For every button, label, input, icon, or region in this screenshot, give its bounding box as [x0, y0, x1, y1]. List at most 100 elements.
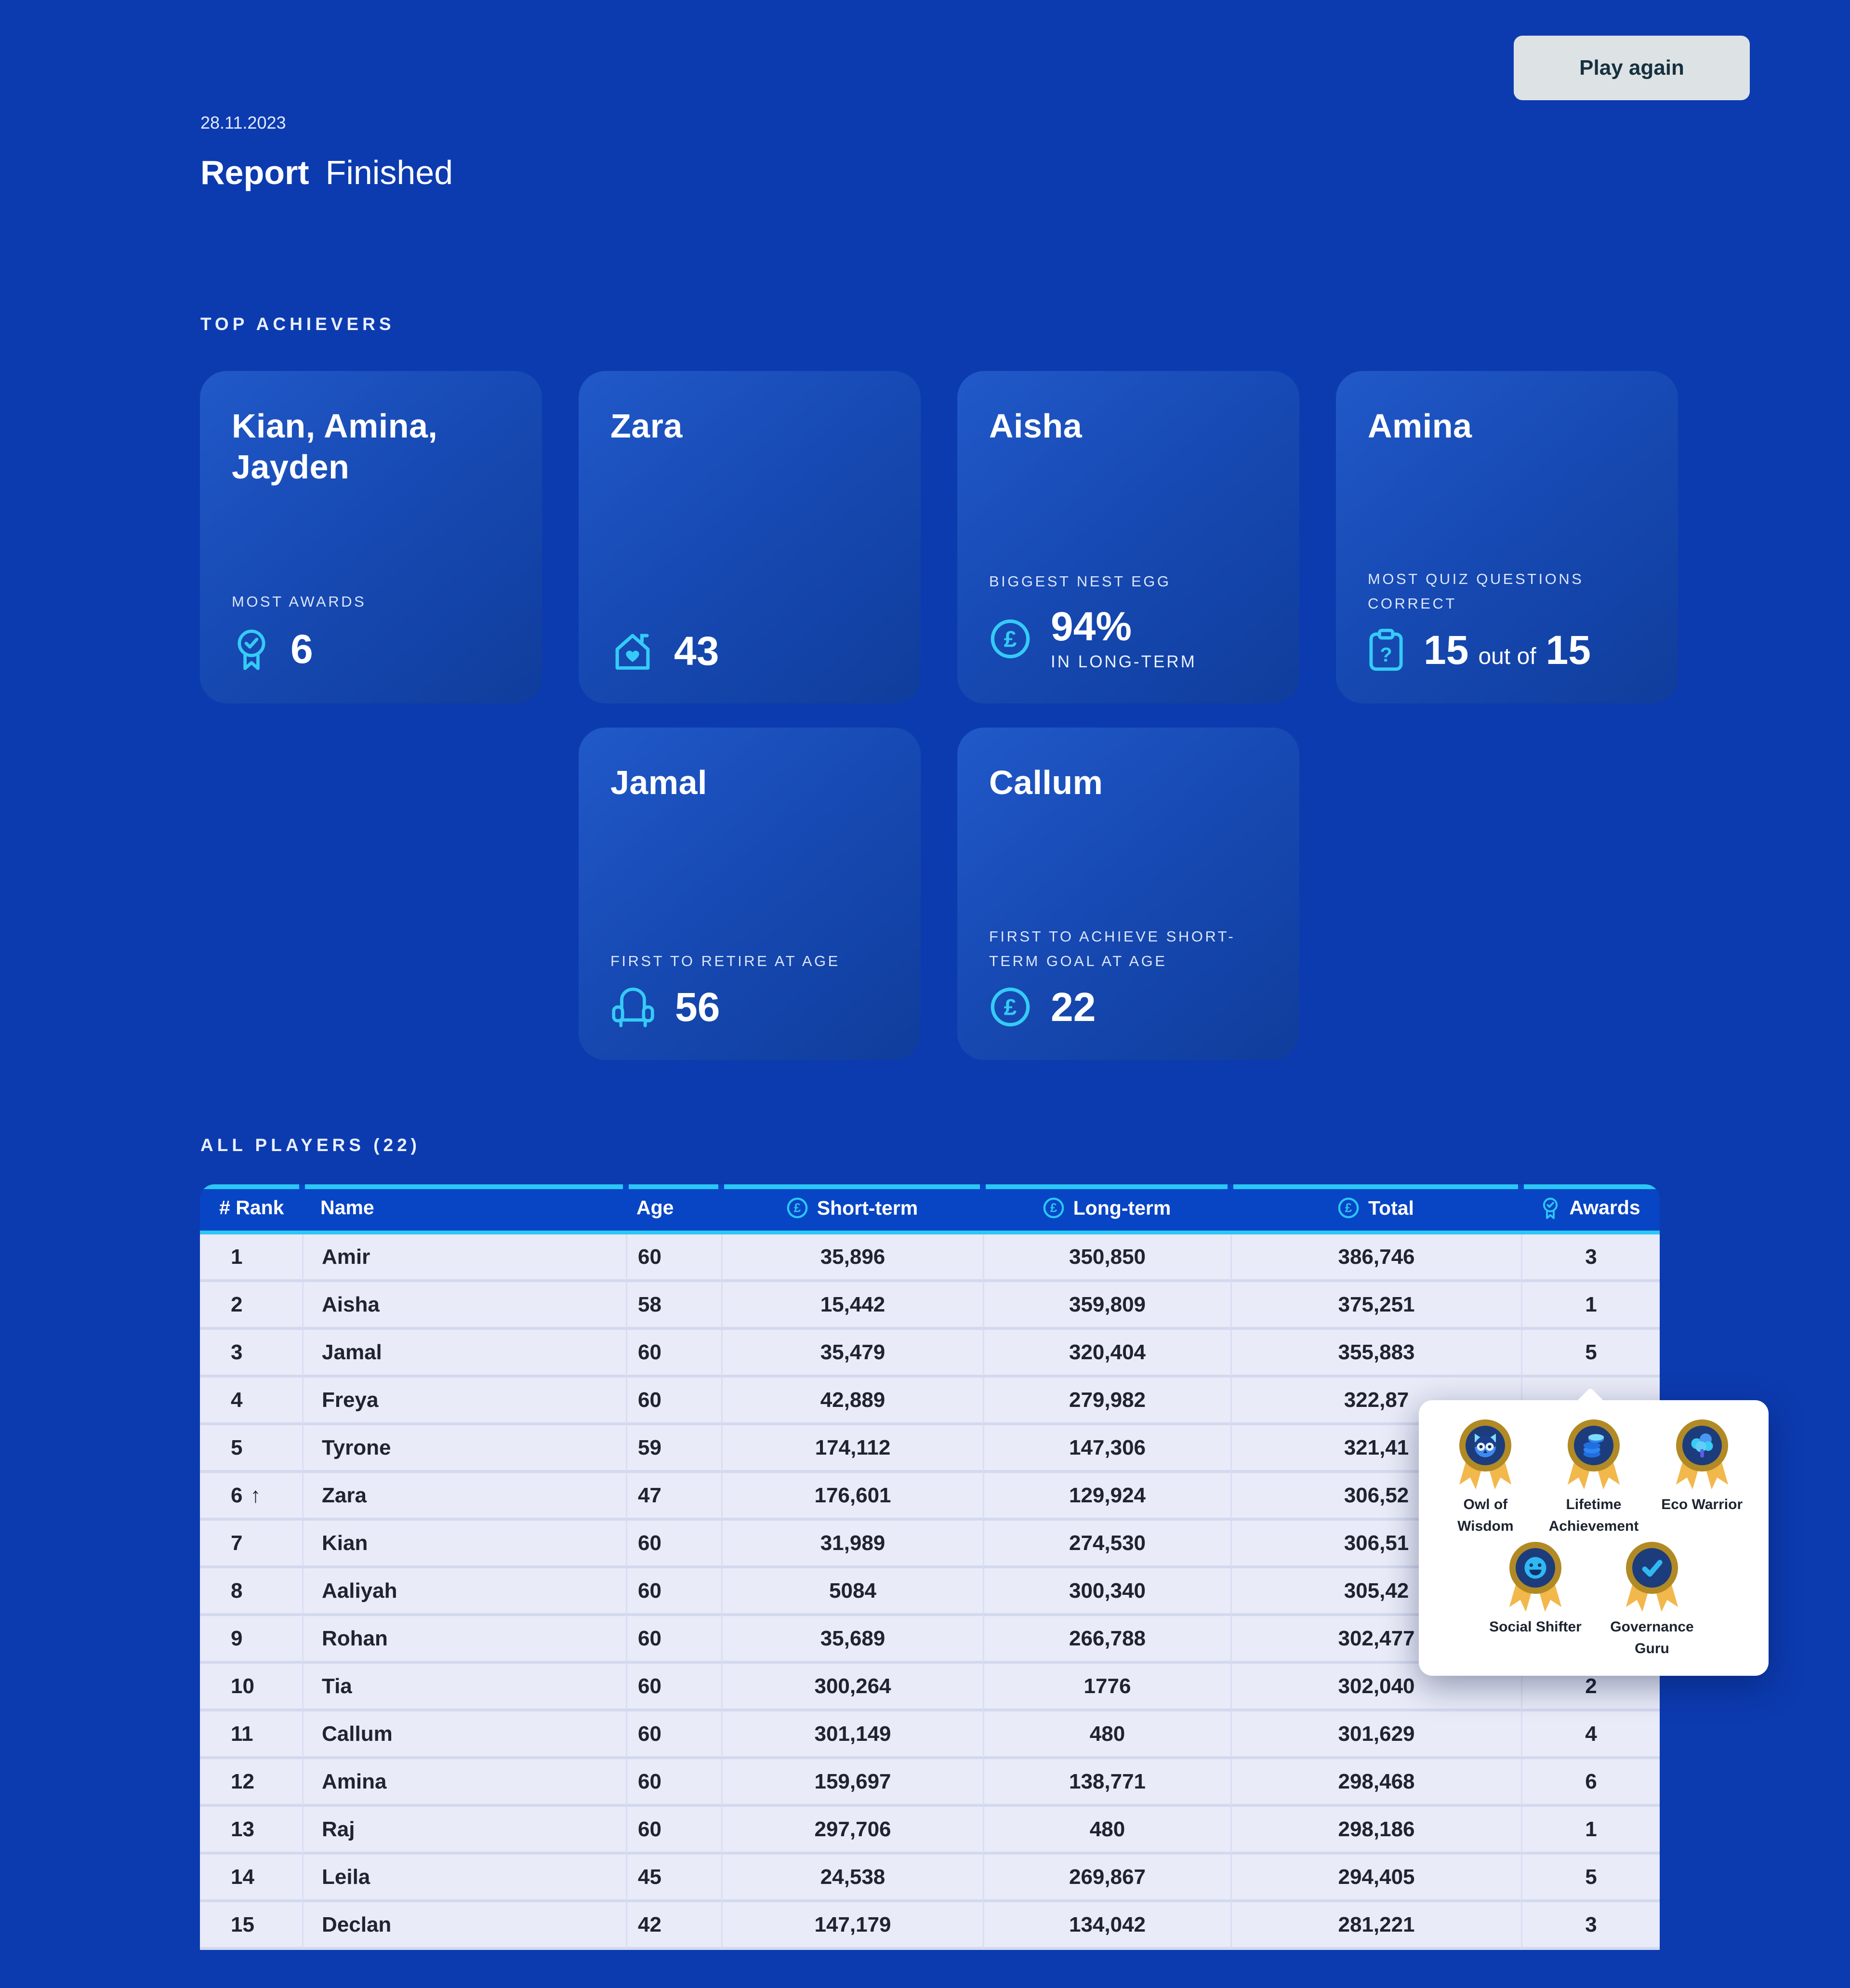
cell-long-term: 138,771: [983, 1759, 1230, 1807]
cell-short-term: 176,601: [721, 1473, 983, 1521]
cell-age: 60: [626, 1330, 721, 1378]
cell-age: 47: [626, 1473, 721, 1521]
cell-age: 60: [626, 1807, 721, 1855]
cell-rank: 2: [200, 1282, 302, 1330]
coins-badge-icon: [1565, 1419, 1623, 1492]
play-again-button[interactable]: Play again: [1514, 36, 1750, 100]
column-header-name: Name: [302, 1184, 626, 1234]
cell-short-term: 174,112: [721, 1425, 983, 1473]
award-badge-name: Owl of Wisdom: [1457, 1497, 1514, 1534]
achievement-value-caption: IN LONG-TERM: [1051, 652, 1197, 671]
cell-awards[interactable]: 3: [1521, 1234, 1660, 1282]
cell-rank: 9: [200, 1616, 302, 1664]
cell-awards[interactable]: 4: [1521, 1711, 1660, 1759]
table-header-row: # Rank Name Age £ Short-term £: [200, 1184, 1660, 1234]
cell-long-term: 147,306: [983, 1425, 1230, 1473]
cell-short-term: 159,697: [721, 1759, 983, 1807]
pound-coin-icon: £: [1043, 1197, 1065, 1219]
rank-up-arrow-icon: ↑: [250, 1483, 261, 1507]
pound-coin-icon: £: [989, 986, 1031, 1028]
award-badge-name: Governance Guru: [1610, 1619, 1694, 1657]
pound-coin-icon: £: [786, 1197, 808, 1219]
cell-name: Zara: [302, 1473, 626, 1521]
achiever-card: Aisha BIGGEST NEST EGG £94% IN LONG-TERM: [957, 371, 1299, 703]
achiever-card: Amina MOST QUIZ QUESTIONS CORRECT? 15 out o…: [1336, 371, 1678, 703]
table-row: 14 Leila 45 24,538 269,867 294,405 5: [200, 1855, 1660, 1902]
tree-badge-icon: [1673, 1419, 1731, 1492]
cell-name: Freya: [302, 1378, 626, 1425]
cell-long-term: 359,809: [983, 1282, 1230, 1330]
cell-age: 60: [626, 1234, 721, 1282]
cell-rank: 14: [200, 1855, 302, 1902]
achiever-card: Jamal FIRST TO RETIRE AT AGE 56: [579, 728, 921, 1060]
cell-age: 60: [626, 1616, 721, 1664]
cell-long-term: 134,042: [983, 1902, 1230, 1950]
table-row: 2 Aisha 58 15,442 359,809 375,251 1: [200, 1282, 1660, 1330]
cell-awards[interactable]: 3: [1521, 1902, 1660, 1950]
cell-name: Kian: [302, 1521, 626, 1568]
pound-coin-icon: £: [989, 618, 1031, 660]
achievement-value: 56: [675, 984, 720, 1030]
cell-age: 60: [626, 1711, 721, 1759]
cell-name: Amina: [302, 1759, 626, 1807]
cell-rank: 1: [200, 1234, 302, 1282]
pound-coin-icon: £: [1337, 1197, 1360, 1219]
cell-name: Leila: [302, 1855, 626, 1902]
cell-awards[interactable]: 5: [1521, 1855, 1660, 1902]
achiever-card: Kian, Amina, Jayden MOST AWARDS 6: [200, 371, 542, 703]
cell-long-term: 274,530: [983, 1521, 1230, 1568]
armchair-icon: [610, 986, 656, 1028]
column-header-awards: Awards: [1521, 1184, 1660, 1234]
cell-awards[interactable]: 1: [1521, 1282, 1660, 1330]
cell-awards[interactable]: 1: [1521, 1807, 1660, 1855]
achievement-value: 43: [674, 628, 719, 674]
cell-total: 386,746: [1230, 1234, 1521, 1282]
achievement-value: 94% IN LONG-TERM: [1051, 604, 1197, 671]
cell-total: 298,468: [1230, 1759, 1521, 1807]
award-badge-name: Social Shifter: [1489, 1619, 1582, 1635]
cell-long-term: 129,924: [983, 1473, 1230, 1521]
achiever-names: Amina: [1368, 407, 1472, 445]
cell-total: 294,405: [1230, 1855, 1521, 1902]
award-badge: Social Shifter: [1484, 1542, 1586, 1659]
cell-name: Amir: [302, 1234, 626, 1282]
cell-short-term: 297,706: [721, 1807, 983, 1855]
svg-text:£: £: [1050, 1202, 1057, 1215]
page-title-report: Report: [200, 154, 309, 191]
cell-awards[interactable]: 6: [1521, 1759, 1660, 1807]
svg-text:£: £: [1345, 1202, 1352, 1215]
achievement-label: FIRST TO RETIRE AT AGE: [610, 952, 840, 969]
cell-name: Jamal: [302, 1330, 626, 1378]
table-row: 10 Tia 60 300,264 1776 302,040 2: [200, 1664, 1660, 1711]
table-row: 7 Kian 60 31,989 274,530 306,51: [200, 1521, 1660, 1568]
cell-rank: 11: [200, 1711, 302, 1759]
svg-text:?: ?: [1380, 643, 1392, 666]
cell-age: 45: [626, 1855, 721, 1902]
cell-rank: 10: [200, 1664, 302, 1711]
cell-name: Tyrone: [302, 1425, 626, 1473]
smiley-badge-icon: [1506, 1542, 1564, 1614]
rosette-check-icon: [232, 626, 271, 672]
cell-rank: 8: [200, 1568, 302, 1616]
cell-short-term: 35,896: [721, 1234, 983, 1282]
cell-awards[interactable]: 5: [1521, 1330, 1660, 1378]
table-row: 13 Raj 60 297,706 480 298,186 1: [200, 1807, 1660, 1855]
cell-total: 355,883: [1230, 1330, 1521, 1378]
table-row: 11 Callum 60 301,149 480 301,629 4: [200, 1711, 1660, 1759]
cell-age: 42: [626, 1902, 721, 1950]
achiever-names: Kian, Amina, Jayden: [232, 407, 438, 486]
achievement-value: 22: [1051, 984, 1096, 1030]
cell-long-term: 266,788: [983, 1616, 1230, 1664]
awards-tooltip: Owl of Wisdom Lifetime Achievement Eco War…: [1419, 1400, 1769, 1676]
achievement-value: 6: [291, 626, 313, 672]
cell-short-term: 35,689: [721, 1616, 983, 1664]
cell-short-term: 35,479: [721, 1330, 983, 1378]
svg-text:£: £: [794, 1202, 801, 1215]
achievement-label: FIRST TO ACHIEVE SHORT-TERM GOAL AT AGE: [989, 928, 1236, 969]
table-row: 12 Amina 60 159,697 138,771 298,468 6: [200, 1759, 1660, 1807]
svg-text:£: £: [1004, 627, 1017, 652]
rosette-check-icon: [1540, 1196, 1560, 1220]
cell-age: 60: [626, 1568, 721, 1616]
cell-name: Tia: [302, 1664, 626, 1711]
award-badge: Lifetime Achievement: [1543, 1419, 1645, 1537]
